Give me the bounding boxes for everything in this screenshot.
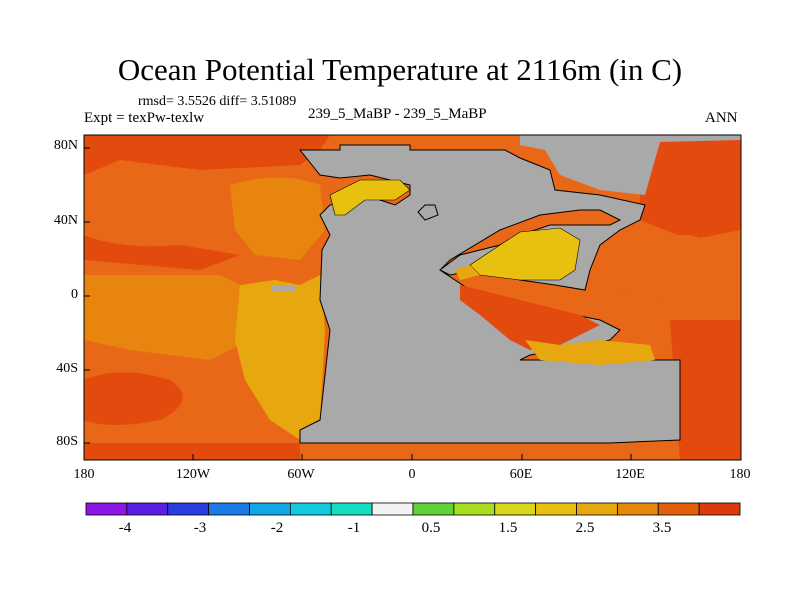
colorbar xyxy=(85,502,741,516)
colorbar-swatch xyxy=(657,502,700,516)
colorbar-label: -2 xyxy=(270,520,284,536)
lat-label-40s: 40S xyxy=(56,361,78,376)
stats-text: rmsd= 3.5526 diff= 3.51089 xyxy=(138,94,297,109)
colorbar-swatch xyxy=(698,502,741,516)
lon-label-180e: 180 xyxy=(729,467,751,482)
lon-label-60e: 60E xyxy=(509,467,533,482)
colorbar-swatch xyxy=(576,502,618,516)
lat-label-eq: 0 xyxy=(71,287,78,302)
lon-label-60w: 60W xyxy=(287,467,315,482)
warm-region-sp xyxy=(670,320,741,460)
cool-sea-north-atlantic xyxy=(329,179,411,216)
cool-sea-indian xyxy=(525,340,655,365)
mid-region-tropics xyxy=(84,275,250,360)
colorbar-label: 0.5 xyxy=(421,520,441,536)
warm-region-np xyxy=(640,135,741,240)
colorbar-swatch xyxy=(616,502,659,516)
lat-label-80s: 80S xyxy=(56,434,78,449)
colorbar-label: 2.5 xyxy=(575,520,595,536)
warm-band-north xyxy=(84,135,330,175)
map-title: Ocean Potential Temperature at 2116m (in… xyxy=(117,52,683,87)
colorbar-swatch xyxy=(535,502,577,516)
warm-band-south xyxy=(84,372,183,425)
mid-region-na xyxy=(230,177,325,260)
season-label: ANN xyxy=(705,110,738,126)
land-layer xyxy=(272,135,741,444)
warm-band-south-edge xyxy=(84,443,300,460)
lon-label-120e: 120E xyxy=(615,467,645,482)
colorbar-label: 1.5 xyxy=(498,520,518,536)
colorbar-label: 3.5 xyxy=(652,520,672,536)
warm-sea-south-tethys xyxy=(460,285,600,350)
colorbar-swatch xyxy=(494,502,537,516)
colorbar-swatch xyxy=(289,502,332,516)
case-label: 239_5_MaBP - 239_5_MaBP xyxy=(308,106,487,122)
colorbar-swatch xyxy=(371,502,414,516)
warm-band-north-mid xyxy=(84,235,240,270)
cool-sea-tethys xyxy=(469,227,581,281)
experiment-label: Expt = texPw-texlw xyxy=(84,110,205,126)
island-caribbean xyxy=(272,285,295,292)
lon-label-180w: 180 xyxy=(73,467,95,482)
colorbar-swatch xyxy=(167,502,210,516)
cool-sea-west-tethys xyxy=(455,265,480,280)
colorbar-swatch xyxy=(453,502,496,516)
lon-label-0: 0 xyxy=(408,467,416,482)
lat-label-40n: 40N xyxy=(53,213,78,228)
colorbar-label: -3 xyxy=(193,520,207,536)
colorbar-swatch xyxy=(412,502,455,516)
mid-region-wp xyxy=(615,235,741,315)
colorbar-label: -1 xyxy=(347,520,361,536)
axis-ticks xyxy=(84,147,632,460)
cool-region-atlantic xyxy=(235,275,325,440)
lon-label-120w: 120W xyxy=(175,467,211,482)
colorbar-swatch xyxy=(249,502,291,516)
arctic-land xyxy=(520,135,741,195)
lat-label-80n: 80N xyxy=(53,138,78,153)
colorbar-swatch xyxy=(126,502,169,516)
colorbar-label: -4 xyxy=(118,520,132,536)
island-europe xyxy=(417,204,439,221)
colorbar-swatch xyxy=(208,502,250,516)
colorbar-swatch xyxy=(85,502,128,516)
colorbar-swatch xyxy=(330,502,373,516)
